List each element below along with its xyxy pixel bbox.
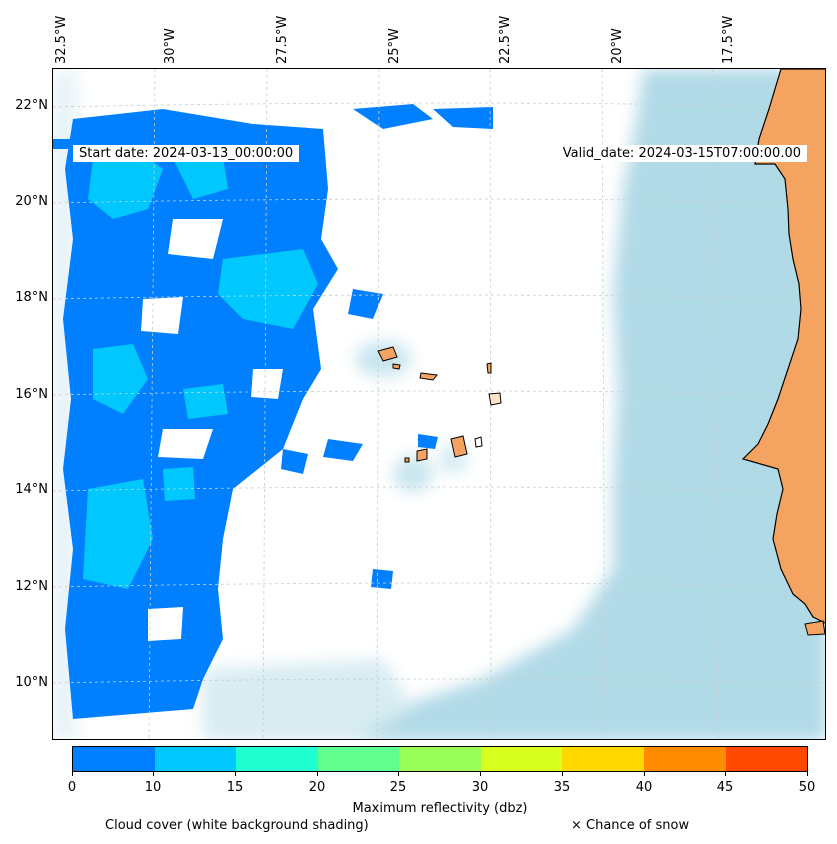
colorbar-segment-10-15	[154, 747, 237, 771]
lon-label-22-5w: 22.5°W	[498, 15, 513, 64]
echo-gaps	[141, 219, 283, 641]
africa-land	[741, 69, 825, 624]
snow-legend: × Chance of snow	[571, 818, 690, 833]
lat-label-14n: 14°N	[15, 482, 48, 497]
colorbar-tick-label: 45	[716, 780, 734, 795]
lon-label-25w: 25°W	[387, 28, 402, 64]
colorbar-segment-0-10	[73, 747, 155, 771]
colorbar-tick-mark	[807, 772, 808, 776]
colorbar-tick-mark	[644, 772, 645, 776]
lat-label-16n: 16°N	[15, 387, 48, 402]
reflectivity-10-15	[83, 154, 318, 589]
colorbar-tick-mark	[398, 772, 399, 776]
colorbar-tick-label: 10	[144, 780, 162, 795]
colorbar-tick-mark	[725, 772, 726, 776]
lon-label-20w: 20°W	[610, 28, 625, 64]
lat-label-22n: 22°N	[15, 98, 48, 113]
lon-label-32-5w: 32.5°W	[54, 15, 69, 64]
graticule	[53, 69, 825, 739]
colorbar-tick-label: 30	[471, 780, 489, 795]
colorbar-tick-mark	[153, 772, 154, 776]
lat-label-18n: 18°N	[15, 290, 48, 305]
colorbar-segment-30-35	[480, 747, 563, 771]
colorbar-segment-15-20	[236, 747, 318, 771]
colorbar-segment-35-40	[562, 747, 644, 771]
reflectivity-colorbar	[72, 746, 808, 772]
cloud-cover-legend: Cloud cover (white background shading)	[105, 818, 369, 833]
colorbar-tick-label: 20	[308, 780, 326, 795]
colorbar-title: Maximum reflectivity (dbz)	[352, 801, 528, 816]
colorbar-tick-mark	[317, 772, 318, 776]
start-date-label: Start date: 2024-03-13_00:00:00	[73, 145, 300, 162]
reflectivity-map: Start date: 2024-03-13_00:00:00 Valid_da…	[52, 68, 826, 740]
lat-label-10n: 10°N	[15, 675, 48, 690]
lon-label-17-5w: 17.5°W	[721, 15, 736, 64]
bissagos-islands	[804, 620, 825, 636]
colorbar-tick-label: 40	[635, 780, 653, 795]
colorbar-tick-label: 0	[67, 780, 77, 795]
lon-label-27-5w: 27.5°W	[275, 15, 290, 64]
valid-date-label: Valid_date: 2024-03-15T07:00:00.00	[556, 145, 807, 162]
cape-verde-islands	[377, 346, 502, 463]
lon-label-30w: 30°W	[163, 28, 178, 64]
lat-label-12n: 12°N	[15, 579, 48, 594]
colorbar-tick-mark	[562, 772, 563, 776]
colorbar-segment-45-50	[725, 747, 808, 771]
colorbar-segment-20-25	[317, 747, 400, 771]
map-canvas	[53, 69, 825, 739]
lat-label-20n: 20°N	[15, 194, 48, 209]
colorbar-tick-mark	[72, 772, 73, 776]
colorbar-tick-label: 25	[389, 780, 407, 795]
colorbar-tick-label: 50	[798, 780, 816, 795]
colorbar-tick-label: 35	[553, 780, 571, 795]
colorbar-tick-mark	[480, 772, 481, 776]
colorbar-tick-label: 15	[226, 780, 244, 795]
colorbar-segment-25-30	[399, 747, 481, 771]
colorbar-tick-mark	[235, 772, 236, 776]
colorbar-segment-40-45	[643, 747, 726, 771]
